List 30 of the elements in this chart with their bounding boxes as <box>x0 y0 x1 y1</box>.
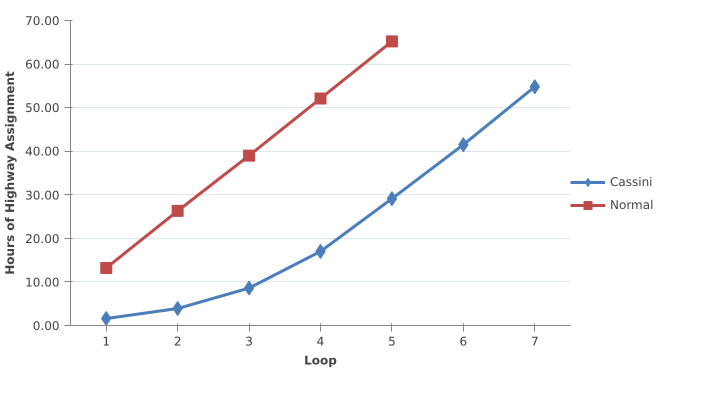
x-tick-label: 1 <box>102 334 110 348</box>
point <box>315 244 326 259</box>
y-tick-label: 40.00 <box>25 144 60 159</box>
point <box>386 191 398 206</box>
point <box>101 311 112 326</box>
point <box>172 204 184 217</box>
point <box>386 35 398 48</box>
y-axis-title: Hours of Highway Assignment <box>3 70 18 275</box>
y-tick-label: 30.00 <box>25 188 60 202</box>
legend-label: Normal <box>610 198 654 212</box>
y-tick-label: 0.00 <box>32 319 60 333</box>
y-tick-label: 60.00 <box>25 58 60 72</box>
x-tick-label: 2 <box>174 334 182 348</box>
point <box>243 150 256 162</box>
x-tick-label: 5 <box>388 334 396 348</box>
legend-label: Cassini <box>610 175 653 189</box>
point <box>458 137 469 152</box>
x-tick-label: 7 <box>530 334 539 348</box>
x-tick-label: 4 <box>316 334 324 348</box>
point <box>244 280 254 296</box>
y-tick-label: 10.00 <box>25 275 60 290</box>
x-tick-label: 3 <box>245 334 253 348</box>
point <box>314 92 326 104</box>
y-tick-label: 70.00 <box>25 14 60 28</box>
x-axis-title: Loop <box>304 354 338 368</box>
point <box>172 301 183 316</box>
point <box>100 262 112 274</box>
y-tick-label: 50.00 <box>25 101 60 116</box>
x-tick-label: 6 <box>460 334 468 348</box>
y-tick-label: 20.00 <box>25 232 60 246</box>
